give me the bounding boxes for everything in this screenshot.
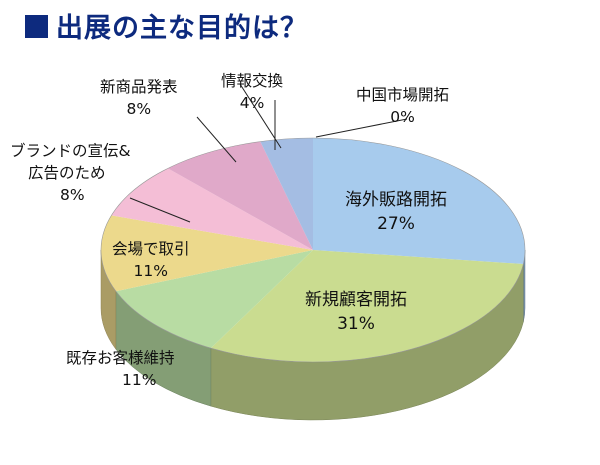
slice-top-6 (260, 138, 313, 250)
slice-top-0 (313, 138, 525, 265)
slice-top-3 (101, 215, 313, 292)
leader-line-2 (129, 197, 191, 223)
pie-rim (100, 137, 526, 363)
leader-line-3 (315, 118, 408, 138)
label-existing: 既存お客様維持 11% (66, 349, 175, 389)
label-brand: ブランドの宣伝& 広告のため 8% (10, 142, 131, 204)
slice-top-2 (115, 250, 313, 349)
slice-top-5 (167, 141, 313, 250)
slice-top-1 (210, 250, 524, 362)
label-new-customers: 新規顧客開拓 31% (305, 290, 407, 334)
title-text: 出展の主な目的は？ (56, 13, 308, 44)
label-china: 中国市場開拓 0% (356, 86, 450, 126)
label-info-exchange: 情報交換 4% (221, 72, 284, 112)
label-onsite-deals: 会場で取引 11% (112, 240, 190, 280)
title-square-icon (25, 15, 48, 38)
label-overseas: 海外販路開拓 27% (345, 190, 447, 234)
leader-line-0 (239, 83, 282, 149)
leader-line-1 (196, 116, 237, 163)
label-new-product: 新商品発表 8% (100, 78, 178, 118)
slice-top-4 (111, 168, 313, 250)
chart-title: 出展の主な目的は？ (25, 6, 308, 45)
